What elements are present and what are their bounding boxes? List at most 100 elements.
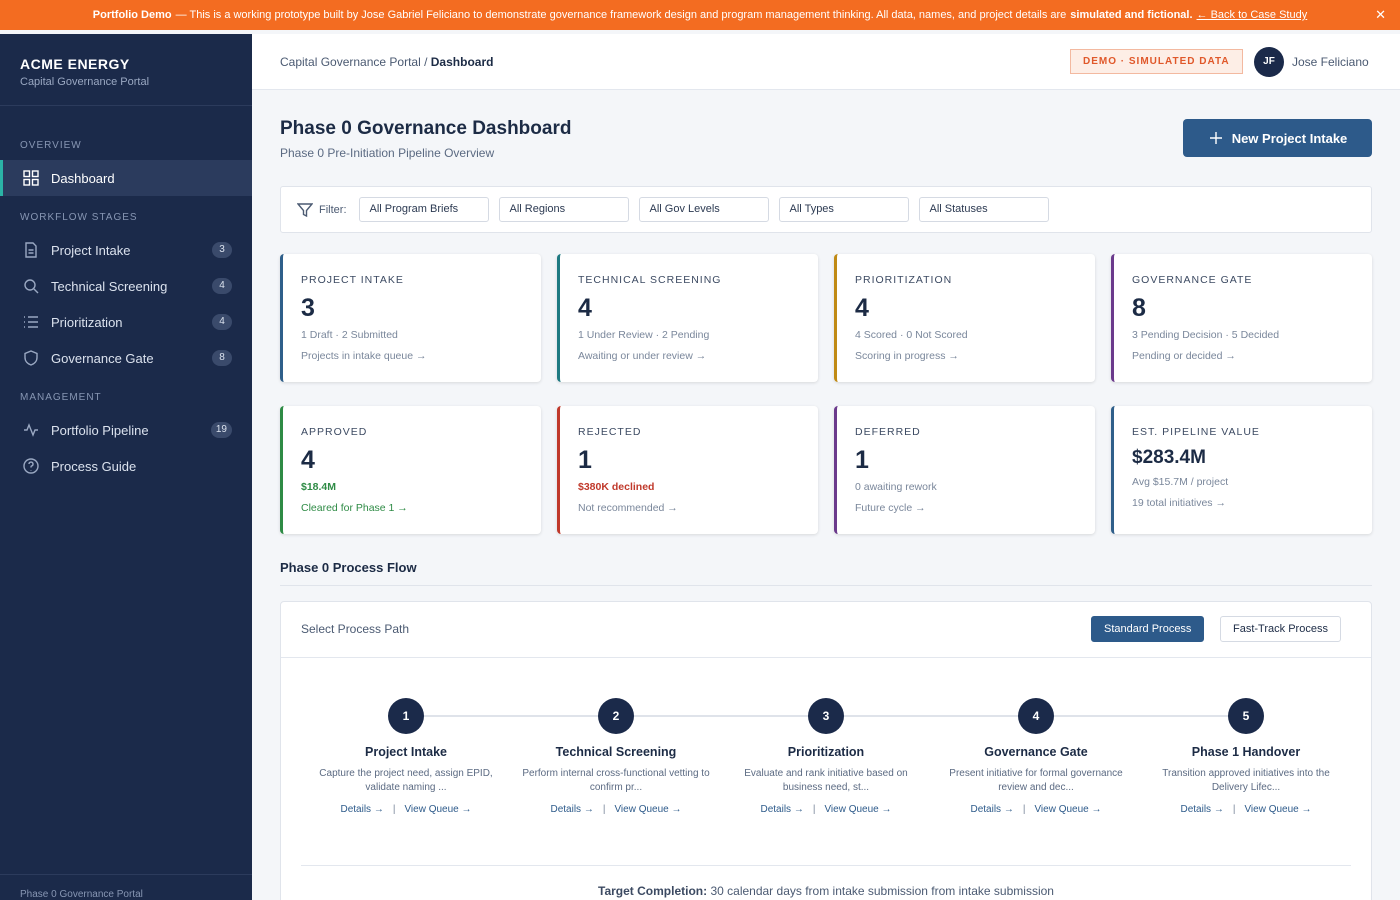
- icon: [23, 458, 39, 474]
- icon: [24, 350, 38, 366]
- card-detail: 3 Pending Decision · 5 Decided: [1132, 329, 1280, 341]
- panel-title: Select Process Path: [301, 622, 410, 636]
- step-links: Details → | View Queue →: [721, 804, 931, 815]
- step-number: 2: [598, 698, 634, 734]
- banner-text: — This is a working prototype built by J…: [175, 9, 1067, 21]
- card-detail: $18.4M: [301, 481, 337, 493]
- nav-item[interactable]: Governance Gate 8: [0, 340, 252, 376]
- nav-count: 19: [210, 422, 232, 438]
- nav-section: WORKFLOW STAGES: [20, 212, 138, 223]
- page-subtitle: Phase 0 Pre-Initiation Pipeline Overview: [280, 146, 495, 160]
- icon: [1209, 132, 1222, 144]
- user-name[interactable]: Jose Feliciano: [1292, 55, 1369, 69]
- filter-text: Filter:: [319, 203, 347, 216]
- icon: [23, 170, 39, 186]
- card-value: 4: [301, 446, 315, 474]
- divider: [281, 657, 1371, 658]
- details-link[interactable]: Details →: [1180, 804, 1224, 815]
- nav-item[interactable]: Portfolio Pipeline 19: [0, 412, 252, 448]
- page-title: Phase 0 Governance Dashboard: [280, 118, 572, 139]
- step-number: 4: [1018, 698, 1054, 734]
- avatar[interactable]: JF: [1254, 47, 1284, 77]
- details-link[interactable]: Details →: [550, 804, 594, 815]
- process-step: 4 Governance Gate Present initiative for f…: [931, 698, 1141, 815]
- stat-card[interactable]: DEFERRED 1 0 awaiting rework Future cycle →: [834, 406, 1095, 534]
- nav-item[interactable]: Technical Screening 4: [0, 268, 252, 304]
- process-step: 1 Project Intake Capture the project need,…: [301, 698, 511, 815]
- nav-item[interactable]: Prioritization 4: [0, 304, 252, 340]
- card-title: REJECTED: [578, 426, 642, 438]
- nav-count: 3: [212, 242, 232, 258]
- stat-card[interactable]: PRIORITIZATION 4 4 Scored · 0 Not Scored Sc…: [834, 254, 1095, 382]
- step-title: Governance Gate: [984, 745, 1088, 759]
- nav-item[interactable]: Dashboard: [0, 160, 252, 196]
- filter-select[interactable]: All Gov Levels: [638, 197, 769, 222]
- card-value: $283.4M: [1132, 447, 1206, 468]
- top-bar: Capital Governance Portal / Dashboard DEM…: [252, 34, 1400, 90]
- close-button[interactable]: ✕: [1375, 7, 1386, 22]
- nav-item[interactable]: Process Guide: [0, 448, 252, 484]
- process-panel: Select Process Path Standard Process Fast-…: [280, 601, 1372, 900]
- details-link[interactable]: Details →: [970, 804, 1014, 815]
- new-intake-button[interactable]: New Project Intake: [1183, 119, 1372, 157]
- step-title: Phase 1 Handover: [1191, 745, 1301, 759]
- queue-link[interactable]: View Queue →: [1034, 804, 1102, 815]
- card-title: GOVERNANCE GATE: [1132, 274, 1253, 286]
- card-link[interactable]: Cleared for Phase 1 →: [301, 502, 408, 514]
- step-title: Prioritization: [787, 745, 865, 759]
- tab[interactable]: Fast-Track Process: [1220, 616, 1341, 642]
- card-detail: 1 Under Review · 2 Pending: [578, 329, 710, 341]
- sidebar-footer: Phase 0 Governance Portal: [0, 874, 252, 900]
- filter-select[interactable]: All Regions: [498, 197, 629, 222]
- card-link[interactable]: Not recommended →: [578, 502, 678, 514]
- card-link[interactable]: Awaiting or under review →: [578, 350, 707, 362]
- card-title: EST. PIPELINE VALUE: [1132, 426, 1260, 438]
- stat-card[interactable]: PROJECT INTAKE 3 1 Draft · 2 Submitted Proj…: [280, 254, 541, 382]
- nav-item[interactable]: Project Intake 3: [0, 232, 252, 268]
- nav-label: Prioritization: [51, 314, 123, 330]
- card-title: PRIORITIZATION: [855, 274, 953, 286]
- details-link[interactable]: Details →: [340, 804, 384, 815]
- stat-card[interactable]: TECHNICAL SCREENING 4 1 Under Review · 2 P…: [557, 254, 818, 382]
- card-link[interactable]: Scoring in progress →: [855, 350, 959, 362]
- card-title: TECHNICAL SCREENING: [578, 274, 722, 286]
- queue-link[interactable]: View Queue →: [1244, 804, 1312, 815]
- process-step: 5 Phase 1 Handover Transition approved ini…: [1141, 698, 1351, 815]
- separator: |: [812, 804, 816, 815]
- tab[interactable]: Standard Process: [1091, 616, 1205, 642]
- nav-label: Dashboard: [51, 170, 115, 186]
- separator: |: [1232, 804, 1236, 815]
- breadcrumb-parent[interactable]: Capital Governance Portal /: [280, 55, 428, 69]
- process-step: 2 Technical Screening Perform internal cro…: [511, 698, 721, 815]
- nav-label: Governance Gate: [51, 350, 154, 366]
- card-link[interactable]: 19 total initiatives →: [1132, 497, 1226, 509]
- queue-link[interactable]: View Queue →: [404, 804, 472, 815]
- filter-select[interactable]: All Statuses: [918, 197, 1049, 222]
- nav-count: 8: [212, 350, 232, 366]
- stat-card[interactable]: REJECTED 1 $380K declined Not recommended →: [557, 406, 818, 534]
- step-links: Details → | View Queue →: [301, 804, 511, 815]
- sidebar: ACME ENERGY Capital Governance Portal OVER…: [0, 34, 252, 900]
- step-number: 3: [808, 698, 844, 734]
- card-link[interactable]: Future cycle →: [855, 502, 926, 514]
- card-detail: 0 awaiting rework: [855, 481, 937, 493]
- step-description: Evaluate and rank initiative based on bu…: [744, 768, 908, 793]
- queue-link[interactable]: View Queue →: [824, 804, 892, 815]
- stat-card[interactable]: EST. PIPELINE VALUE $283.4M Avg $15.7M / p…: [1111, 406, 1372, 534]
- card-link[interactable]: Projects in intake queue →: [301, 350, 427, 362]
- filter-select[interactable]: All Program Briefs: [358, 197, 489, 222]
- details-link[interactable]: Details →: [760, 804, 804, 815]
- card-detail: 4 Scored · 0 Not Scored: [855, 329, 968, 341]
- separator: |: [1022, 804, 1026, 815]
- stat-card[interactable]: GOVERNANCE GATE 8 3 Pending Decision · 5 D…: [1111, 254, 1372, 382]
- card-value: 8: [1132, 294, 1146, 322]
- card-value: 1: [578, 446, 592, 474]
- queue-link[interactable]: View Queue →: [614, 804, 682, 815]
- stat-card[interactable]: APPROVED 4 $18.4M Cleared for Phase 1 →: [280, 406, 541, 534]
- back-link[interactable]: ← Back to Case Study: [1196, 9, 1308, 21]
- step-description: Present initiative for formal governance…: [949, 768, 1123, 793]
- card-link[interactable]: Pending or decided →: [1132, 350, 1236, 362]
- divider: [0, 105, 252, 106]
- filter-select[interactable]: All Types: [778, 197, 909, 222]
